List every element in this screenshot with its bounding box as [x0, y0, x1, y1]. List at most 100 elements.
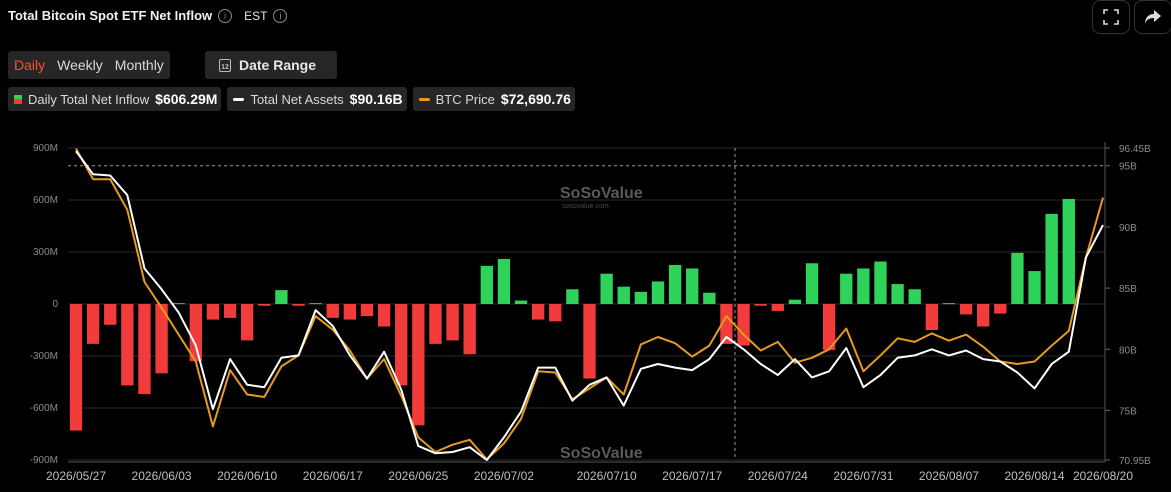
share-icon	[1145, 10, 1161, 24]
fullscreen-button[interactable]	[1092, 0, 1130, 34]
inflow-bar	[668, 265, 682, 304]
x-tick-label: 2026/07/31	[833, 469, 893, 483]
inflow-bar	[1045, 213, 1058, 304]
inflow-bar	[155, 304, 168, 374]
timezone-label: EST	[244, 8, 268, 23]
inflow-swatch	[14, 94, 22, 104]
inflow-bar	[86, 304, 100, 344]
inflow-bar	[994, 304, 1007, 314]
tab-monthly[interactable]: Monthly	[114, 57, 164, 73]
inflow-bar	[172, 303, 185, 305]
inflow-bar	[395, 304, 408, 386]
x-tick-label: 2026/06/03	[132, 469, 192, 483]
inflow-bar	[686, 268, 699, 304]
left-tick-label: 900M	[33, 143, 58, 154]
date-range-button[interactable]: 12 Date Range	[205, 51, 337, 79]
inflow-bar	[925, 304, 938, 330]
legend-value: $606.29M	[155, 91, 218, 107]
inflow-bar	[275, 290, 288, 304]
inflow-bar	[908, 289, 921, 304]
inflow-bar	[121, 304, 134, 386]
inflow-bar	[104, 304, 117, 325]
inflow-bar	[754, 304, 767, 306]
chart-title: Total Bitcoin Spot ETF Net Inflow	[8, 8, 213, 23]
inflow-bar	[206, 304, 220, 320]
legend-label: BTC Price	[435, 91, 495, 107]
inflow-bar	[891, 284, 904, 304]
date-range-label: Date Range	[239, 57, 317, 73]
x-tick-label: 2026/06/25	[388, 469, 448, 483]
inflow-bar	[241, 304, 254, 341]
inflow-bar	[737, 304, 750, 346]
watermark-text-top: SoSoValue	[560, 185, 643, 202]
inflow-bar	[531, 304, 545, 320]
inflow-bar	[480, 265, 493, 304]
x-tick-label: 2026/08/14	[1005, 469, 1065, 483]
inflow-bar	[309, 303, 322, 305]
net-assets-line	[75, 150, 1104, 461]
inflow-bar	[959, 304, 973, 315]
left-tick-label: 600M	[33, 195, 58, 206]
calendar-icon: 12	[219, 58, 231, 72]
share-button[interactable]	[1134, 0, 1171, 34]
inflow-bar	[343, 304, 357, 320]
inflow-bar	[857, 268, 870, 304]
legend-item-net-assets[interactable]: Total Net Assets $90.16B	[227, 87, 407, 111]
right-tick-label: 75B	[1119, 406, 1137, 417]
right-tick-label: 96.45B	[1119, 144, 1151, 155]
right-tick-label: 95B	[1119, 162, 1137, 173]
tab-daily[interactable]: Daily	[14, 57, 46, 73]
x-tick-label: 2026/08/20	[1073, 469, 1133, 483]
inflow-bar	[942, 303, 956, 305]
inflow-bar	[463, 304, 476, 355]
x-tick-label: 2026/06/10	[217, 469, 277, 483]
inflow-bar	[617, 286, 630, 304]
inflow-bar	[1028, 271, 1041, 304]
legend-label: Daily Total Net Inflow	[28, 91, 150, 107]
watermark-text-bottom: SoSoValue	[560, 445, 643, 462]
inflow-bar	[292, 304, 305, 306]
inflow-bar	[977, 304, 990, 327]
inflow-bar	[138, 304, 151, 395]
inflow-bar	[258, 304, 271, 306]
x-tick-label: 2026/07/17	[662, 469, 722, 483]
left-tick-label: 0	[52, 299, 58, 310]
inflow-bar	[549, 304, 562, 322]
tab-weekly[interactable]: Weekly	[57, 57, 103, 73]
inflow-bar	[69, 304, 83, 431]
legend: Daily Total Net Inflow $606.29M Total Ne…	[8, 87, 575, 111]
inflow-bar	[600, 273, 613, 304]
period-tabs: Daily Weekly Monthly	[8, 51, 170, 79]
inflow-bar	[497, 258, 511, 304]
btc-price-swatch	[418, 97, 430, 101]
inflow-bar	[1062, 198, 1075, 304]
inflow-bar	[703, 292, 716, 304]
right-tick-label: 90B	[1119, 223, 1137, 234]
left-tick-label: -900M	[30, 455, 58, 466]
inflow-bar	[223, 304, 237, 318]
info-icon[interactable]: i	[218, 8, 233, 23]
left-tick-label: 300M	[33, 247, 58, 258]
legend-item-btc-price[interactable]: BTC Price $72,690.76	[412, 87, 575, 111]
watermark: SoSoValue SoSoValue sosovalue.com	[560, 185, 643, 462]
inflow-bar	[651, 281, 665, 304]
inflow-bar	[720, 304, 733, 344]
inflow-bar	[514, 300, 528, 304]
x-tick-label: 2026/06/17	[303, 469, 363, 483]
inflow-bar	[412, 304, 425, 426]
inflow-bar	[874, 261, 887, 304]
page-title: Total Bitcoin Spot ETF Net Inflow i EST …	[8, 8, 288, 23]
legend-value: $72,690.76	[500, 91, 571, 107]
inflow-bar	[771, 304, 784, 311]
inflow-bar	[1011, 252, 1024, 304]
legend-item-net-inflow[interactable]: Daily Total Net Inflow $606.29M	[8, 87, 222, 111]
right-tick-label: 70.95B	[1119, 456, 1151, 467]
inflow-bar	[429, 304, 442, 344]
inflow-bar	[360, 304, 374, 317]
x-tick-label: 2026/05/27	[46, 469, 106, 483]
watermark-url: sosovalue.com	[562, 203, 609, 210]
btc-price-line	[75, 148, 1104, 461]
expand-icon	[1103, 9, 1119, 25]
timezone-info-icon[interactable]: i	[273, 8, 288, 23]
